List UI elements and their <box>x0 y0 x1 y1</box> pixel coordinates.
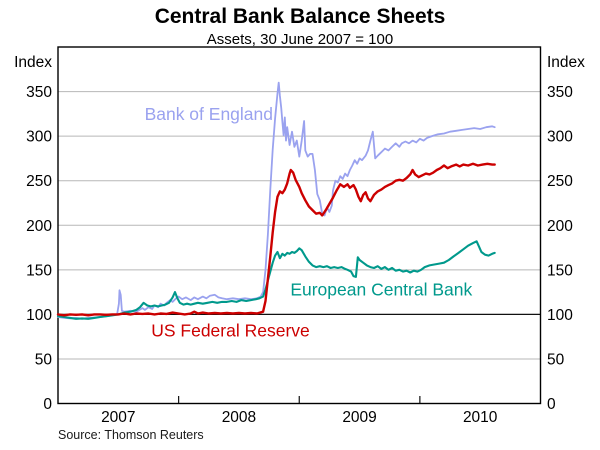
y-axis-label-right-100: 100 <box>547 307 573 324</box>
y-axis-label-left-250: 250 <box>26 173 52 190</box>
series-label-boe: Bank of England <box>145 104 273 124</box>
y-axis-label-left-0: 0 <box>43 396 52 413</box>
y-axis-label-left-200: 200 <box>26 218 52 235</box>
y-axis-label-right-300: 300 <box>547 129 573 146</box>
y-axis-label-left-100: 100 <box>26 307 52 324</box>
y-axis-label-right-250: 250 <box>547 173 573 190</box>
y-axis-label-left-300: 300 <box>26 129 52 146</box>
chart-title: Central Bank Balance Sheets <box>154 5 446 28</box>
y-axis-label-right-0: 0 <box>547 396 556 413</box>
y-axis-label-right-150: 150 <box>547 262 573 279</box>
y-axis-label-left-50: 50 <box>35 351 53 368</box>
y-axis-label-left-350: 350 <box>26 84 52 101</box>
y-axis-unit-right: Index <box>547 54 585 71</box>
x-axis-label-2008: 2008 <box>222 409 256 426</box>
x-axis-label-2010: 2010 <box>463 409 498 426</box>
series-line-fed <box>56 162 496 317</box>
y-axis-label-right-350: 350 <box>547 84 573 101</box>
chart-subtitle: Assets, 30 June 2007 = 100 <box>206 31 394 48</box>
series-label-ecb: European Central Bank <box>290 279 472 299</box>
series-line-boe <box>57 81 496 320</box>
y-axis-label-right-50: 50 <box>547 351 565 368</box>
x-axis-label-2009: 2009 <box>342 409 376 426</box>
y-axis-unit-left: Index <box>14 54 52 71</box>
series-label-fed: US Federal Reserve <box>151 320 310 340</box>
y-axis-label-right-200: 200 <box>547 218 573 235</box>
plot-frame <box>57 46 542 405</box>
series-line-ecb <box>56 240 496 320</box>
source-note: Source: Thomson Reuters <box>58 428 204 442</box>
x-axis-label-2007: 2007 <box>101 409 135 426</box>
y-axis-label-left-150: 150 <box>26 262 52 279</box>
